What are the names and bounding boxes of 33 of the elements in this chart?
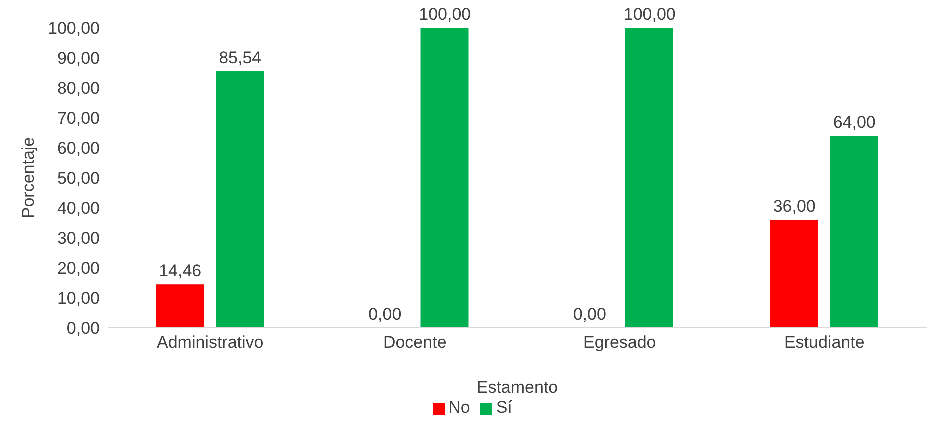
y-tick-label: 10,00	[57, 289, 100, 308]
x-axis-title: Estamento	[476, 378, 558, 397]
y-tick-label: 50,00	[57, 169, 100, 188]
data-label: 0,00	[368, 305, 402, 324]
bar	[216, 71, 264, 328]
y-tick-label: 40,00	[57, 199, 100, 218]
bar	[830, 136, 878, 328]
y-tick-label: 60,00	[57, 139, 100, 158]
data-label: 14,46	[159, 262, 202, 281]
x-tick-label: Egresado	[583, 333, 656, 352]
data-label: 100,00	[624, 5, 676, 24]
y-tick-label: 80,00	[57, 79, 100, 98]
bar	[420, 28, 469, 328]
y-tick-label: 30,00	[57, 229, 100, 248]
y-tick-label: 100,00	[48, 19, 100, 38]
bar	[156, 284, 204, 328]
y-axis-title: Porcentaje	[19, 137, 38, 219]
bar	[770, 220, 818, 328]
data-label: 36,00	[773, 197, 816, 216]
x-tick-label: Administrativo	[156, 333, 264, 352]
legend-label: Sí	[496, 398, 512, 417]
y-tick-label: 90,00	[57, 49, 100, 68]
data-label: 64,00	[833, 113, 876, 132]
x-tick-label: Estudiante	[784, 333, 865, 352]
legend-label: No	[448, 398, 470, 417]
data-label: 85,54	[219, 48, 262, 68]
data-label: 0,00	[573, 305, 606, 324]
y-tick-label: 0,00	[66, 319, 100, 338]
y-tick-label: 20,00	[57, 259, 100, 278]
data-label: 100,00	[419, 5, 472, 24]
y-tick-label: 70,00	[57, 109, 100, 128]
bar	[626, 28, 674, 328]
x-tick-label: Docente	[383, 333, 447, 352]
